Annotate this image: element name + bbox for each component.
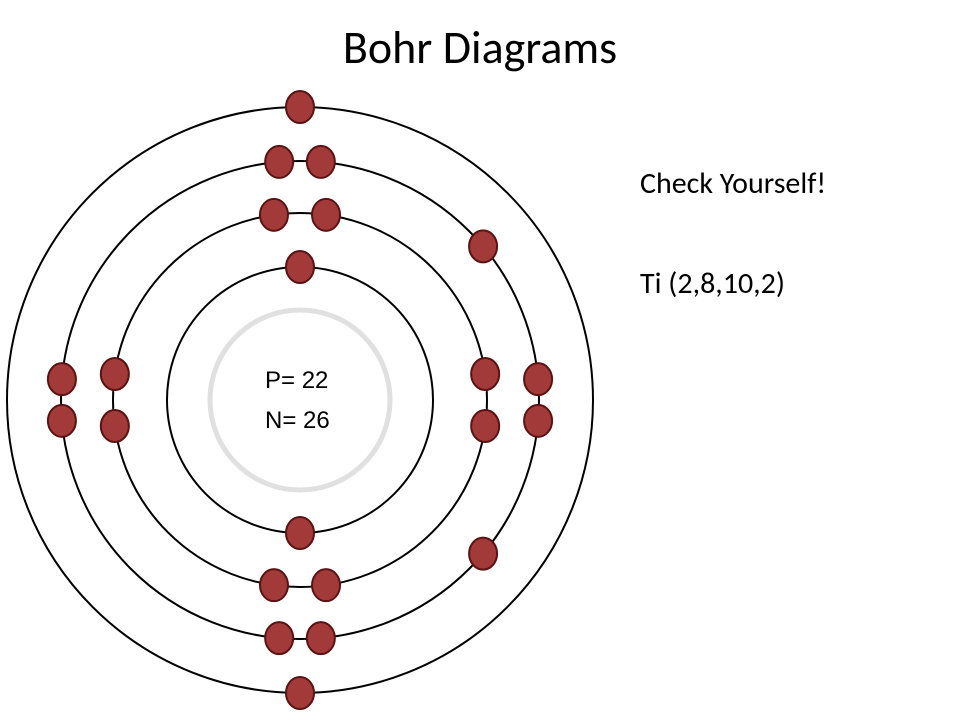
electron bbox=[307, 146, 335, 178]
proton-count-label: P= 22 bbox=[265, 367, 328, 394]
electron bbox=[471, 358, 499, 390]
bohr-diagram: P= 22 N= 26 bbox=[0, 0, 960, 720]
electron bbox=[260, 199, 288, 231]
electron bbox=[524, 405, 552, 437]
electron bbox=[307, 622, 335, 654]
electron bbox=[101, 410, 129, 442]
electron bbox=[286, 517, 314, 549]
electron bbox=[312, 569, 340, 601]
electron bbox=[260, 569, 288, 601]
electron bbox=[471, 410, 499, 442]
electron bbox=[48, 363, 76, 395]
electron bbox=[469, 538, 497, 570]
electron bbox=[469, 230, 497, 262]
page-title: Bohr Diagrams bbox=[0, 20, 960, 76]
electron bbox=[286, 251, 314, 283]
electron bbox=[48, 405, 76, 437]
electron bbox=[265, 146, 293, 178]
electron bbox=[286, 91, 314, 123]
electron bbox=[101, 358, 129, 390]
check-yourself-label: Check Yourself! bbox=[640, 165, 826, 202]
electron bbox=[524, 363, 552, 395]
neutron-count-label: N= 26 bbox=[265, 407, 330, 434]
electron bbox=[286, 677, 314, 709]
element-config-label: Ti (2,8,10,2) bbox=[640, 265, 785, 302]
nucleus bbox=[210, 310, 390, 490]
electron bbox=[312, 199, 340, 231]
electron bbox=[265, 622, 293, 654]
